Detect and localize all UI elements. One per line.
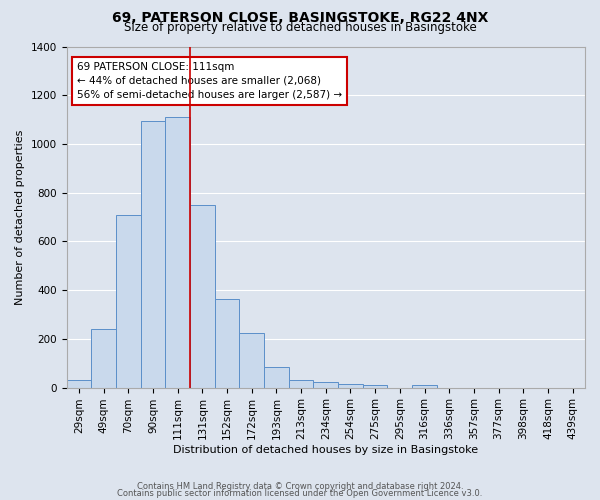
Bar <box>412 385 437 388</box>
Bar <box>116 214 140 388</box>
Bar <box>363 385 388 388</box>
Bar <box>338 384 363 388</box>
Text: Size of property relative to detached houses in Basingstoke: Size of property relative to detached ho… <box>124 21 476 34</box>
Bar <box>67 380 91 388</box>
Text: Contains public sector information licensed under the Open Government Licence v3: Contains public sector information licen… <box>118 488 482 498</box>
Bar <box>190 205 215 388</box>
X-axis label: Distribution of detached houses by size in Basingstoke: Distribution of detached houses by size … <box>173 445 478 455</box>
Text: Contains HM Land Registry data © Crown copyright and database right 2024.: Contains HM Land Registry data © Crown c… <box>137 482 463 491</box>
Text: 69 PATERSON CLOSE: 111sqm
← 44% of detached houses are smaller (2,068)
56% of se: 69 PATERSON CLOSE: 111sqm ← 44% of detac… <box>77 62 342 100</box>
Bar <box>165 117 190 388</box>
Bar <box>140 121 165 388</box>
Bar <box>239 333 264 388</box>
Text: 69, PATERSON CLOSE, BASINGSTOKE, RG22 4NX: 69, PATERSON CLOSE, BASINGSTOKE, RG22 4N… <box>112 11 488 25</box>
Bar <box>289 380 313 388</box>
Bar <box>264 367 289 388</box>
Bar <box>91 329 116 388</box>
Y-axis label: Number of detached properties: Number of detached properties <box>15 130 25 304</box>
Bar <box>215 298 239 388</box>
Bar <box>313 382 338 388</box>
